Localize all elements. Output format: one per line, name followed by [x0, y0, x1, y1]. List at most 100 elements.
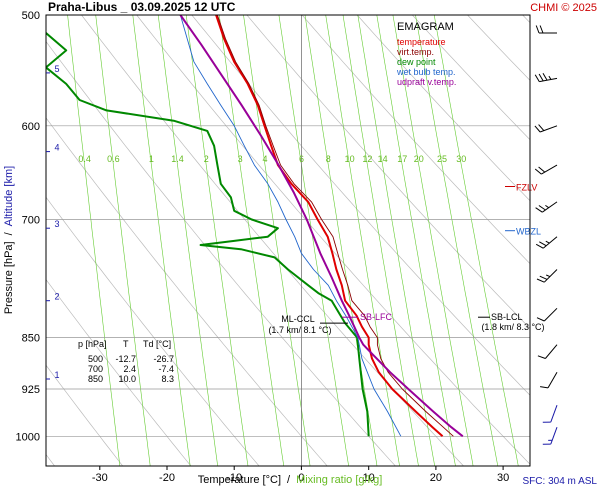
legend-entry-dew-point: dew point — [397, 57, 436, 67]
pressure-tick-label: 1000 — [16, 431, 40, 443]
dry-adiabat-line — [246, 15, 530, 329]
lcl-value: (1.8 km/ 8.3 °C) — [481, 322, 544, 332]
altitude-tick-labels: 1 2 3 4 5 — [46, 64, 60, 380]
altitude-tick-label: 3 — [54, 219, 59, 229]
mixing-ratio-line — [376, 15, 456, 466]
altitude-tick-label: 1 — [54, 370, 59, 380]
pressure-tick-label: 925 — [22, 384, 40, 396]
mixing-ratio-label: 3 — [238, 154, 243, 164]
mixing-ratio-label: 8 — [326, 154, 331, 164]
sounding-title: Praha-Libus _ 03.09.2025 12 UTC — [48, 0, 236, 14]
wind-barb — [536, 307, 558, 322]
series-line-temperature — [215, 15, 444, 438]
mixing-ratio-label: 1 — [149, 154, 154, 164]
wind-barb — [534, 73, 558, 83]
dry-adiabat-line — [46, 364, 123, 466]
mixing-ratio-label: 17 — [397, 154, 407, 164]
mixing-ratio-label: 14 — [378, 154, 388, 164]
x-axis-label-separator: / — [287, 474, 291, 486]
table-cell: 2.4 — [123, 364, 136, 374]
table-cell: 8.3 — [161, 374, 174, 384]
mixing-ratio-label: 25 — [437, 154, 447, 164]
wind-barb — [542, 405, 558, 423]
temperature-tick-label: 20 — [430, 472, 442, 484]
mixing-ratio-line — [157, 15, 218, 466]
dry-adiabat-line — [46, 117, 328, 466]
mixing-ratio-label: 2 — [204, 154, 209, 164]
legend-entry-updraft: udpraft v.temp. — [397, 77, 456, 87]
pressure-tick-labels: 500 600 700 850 925 1000 — [16, 10, 40, 443]
mixing-ratio-line — [325, 15, 400, 466]
temperature-tick-label: -30 — [92, 472, 108, 484]
wind-barb — [536, 269, 558, 283]
wind-barb — [537, 344, 558, 359]
y-axis-label-pressure: Pressure [hPa] — [3, 241, 15, 314]
dry-adiabat-line — [301, 15, 530, 265]
legend: EMAGRAM temperature virt.temp. dew point… — [396, 21, 456, 87]
pressure-tick-label: 850 — [22, 333, 40, 345]
pressure-tick-label: 500 — [22, 10, 40, 22]
wind-barb — [534, 164, 558, 175]
mixing-ratio-label: 6 — [299, 154, 304, 164]
x-axis-label-mixing-ratio: Mixing ratio [g/kg] — [296, 474, 382, 486]
altitude-tick-label: 5 — [54, 64, 59, 74]
mixing-ratio-label: 4 — [262, 154, 267, 164]
pressure-tick-label: 700 — [22, 215, 40, 227]
plot-series — [46, 15, 464, 438]
mixing-ratio-line — [433, 15, 519, 466]
mixing-ratio-label: 1.4 — [171, 154, 184, 164]
level-marker-label: WBZL — [516, 227, 541, 237]
dry-adiabat-line — [356, 15, 530, 202]
temperature-tick-label: 0 — [298, 472, 304, 484]
mixing-ratio-line — [342, 15, 419, 466]
table-cell: -7.4 — [158, 364, 174, 374]
series-line-wet-bulb-temp — [179, 15, 402, 437]
altitude-tick-label: 4 — [54, 143, 59, 153]
table-cell: 700 — [88, 364, 103, 374]
mixing-ratio-label: 10 — [345, 154, 355, 164]
mixing-ratio-line — [415, 15, 499, 466]
wind-barb — [540, 372, 558, 389]
table-cell: -12.7 — [115, 354, 136, 364]
legend-title: EMAGRAM — [397, 21, 454, 33]
ccl-value: (1.7 km/ 8.1 °C) — [268, 325, 331, 335]
lfc-label: SB-LFC — [360, 312, 393, 322]
mixing-ratio-label: 30 — [456, 154, 466, 164]
table-cell: 500 — [88, 354, 103, 364]
series-line-dew-point — [46, 31, 370, 437]
temperature-tick-label: -20 — [159, 472, 175, 484]
ccl-label: ML-CCL — [281, 314, 315, 324]
mixing-ratio-label: 20 — [414, 154, 424, 164]
y-axis-label: Pressure [hPa] / Altitude [km] — [3, 166, 15, 314]
temperature-tick-label: 10 — [363, 472, 375, 484]
temperature-tick-labels: -30 -20 -10 0 10 20 30 — [92, 466, 509, 484]
mixing-ratio-line — [218, 15, 285, 466]
y-axis-label-separator: / — [3, 231, 15, 235]
altitude-tick-label: 2 — [54, 292, 59, 302]
credit-label: CHMI © 2025 — [530, 2, 597, 14]
dry-adiabat-line — [46, 40, 396, 466]
table-cell: 10.0 — [118, 374, 136, 384]
wind-barbs — [534, 25, 558, 445]
level-marker-label: FZLV — [516, 183, 537, 193]
pressure-tick-label: 600 — [22, 121, 40, 133]
temperature-tick-label: 30 — [497, 472, 509, 484]
plot-annotations: FZLV WBZL SB-LFC ML-CCL(1.7 km/ 8.1 °C) SB-L… — [268, 183, 544, 336]
series-clip — [46, 15, 464, 438]
mixing-ratio-label: 0.4 — [78, 154, 91, 164]
mixing-ratio-label: 12 — [362, 154, 372, 164]
dry-adiabat-line — [46, 279, 192, 466]
wind-barb — [542, 427, 558, 445]
wind-barb — [535, 201, 558, 213]
dry-adiabat-line — [412, 15, 530, 141]
dry-adiabat-line — [136, 15, 530, 465]
mixing-ratio-line — [95, 15, 151, 466]
plot-frame — [45, 14, 531, 467]
mixing-ratio-labels: 0.4 0.6 1 1.4 2 3 4 6 8 10 12 14 17 20 25 30 — [78, 154, 466, 164]
table-header-t: T — [123, 339, 129, 349]
table-cell: -26.7 — [153, 354, 174, 364]
table-cell: 850 — [88, 374, 103, 384]
mixing-ratio-label: 0.6 — [107, 154, 120, 164]
wind-barb — [535, 25, 557, 34]
